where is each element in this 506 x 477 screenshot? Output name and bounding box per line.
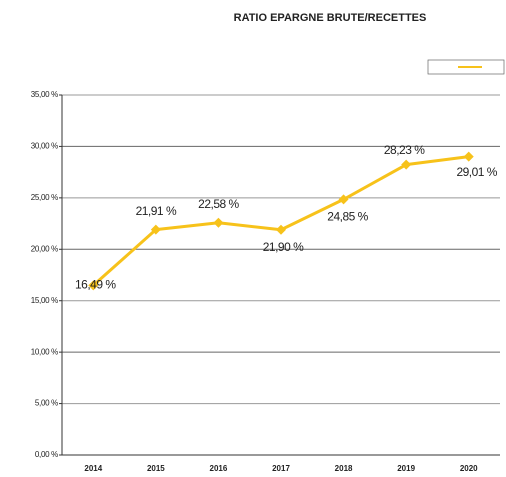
marker (463, 151, 474, 162)
data-label: 24,85 % (327, 210, 368, 224)
legend (427, 59, 505, 75)
marker (150, 224, 161, 235)
x-tick-label: 2018 (335, 464, 353, 473)
data-label: 29,01 % (456, 165, 497, 179)
x-tick-label: 2016 (210, 464, 228, 473)
y-tick-label: 15,00 % (31, 296, 58, 305)
y-tick-label: 25,00 % (31, 193, 58, 202)
data-label: 16,49 % (75, 278, 116, 292)
x-tick-label: 2014 (84, 464, 102, 473)
marker (338, 194, 349, 205)
data-label: 21,91 % (136, 204, 177, 218)
data-label: 22,58 % (198, 197, 239, 211)
marker (401, 159, 412, 170)
y-tick-label: 30,00 % (31, 142, 58, 151)
y-tick-label: 10,00 % (31, 347, 58, 356)
data-label: 28,23 % (384, 143, 425, 157)
marker (276, 224, 286, 235)
y-tick-label: 20,00 % (31, 244, 58, 253)
x-tick-label: 2015 (147, 464, 165, 473)
x-tick-label: 2020 (460, 464, 478, 473)
y-tick-label: 0,00 % (35, 450, 58, 459)
data-label: 21,90 % (263, 240, 304, 254)
plot-area (62, 95, 500, 455)
x-tick-label: 2017 (272, 464, 290, 473)
x-tick-label: 2019 (397, 464, 415, 473)
chart-title: RATIO EPARGNE BRUTE/RECETTES (234, 12, 427, 24)
marker (213, 217, 224, 228)
y-tick-label: 5,00 % (35, 399, 58, 408)
marker (88, 280, 99, 291)
y-tick-label: 35,00 % (31, 90, 58, 99)
